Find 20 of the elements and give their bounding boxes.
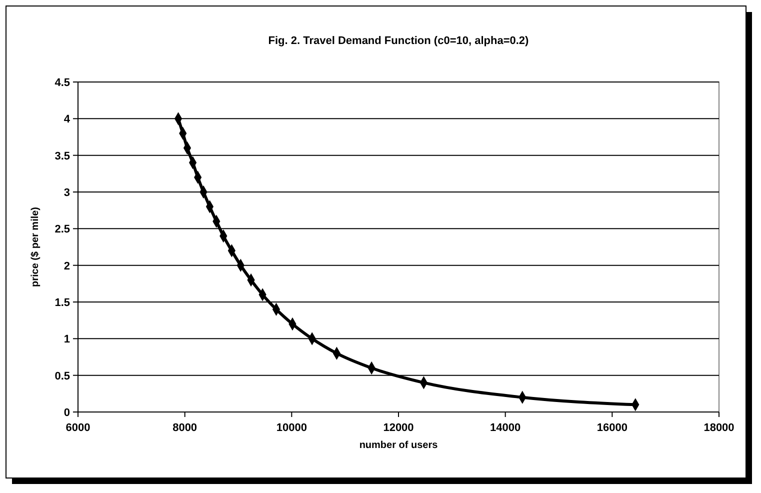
x-tick-label: 8000 — [172, 422, 198, 434]
x-tick-label: 14000 — [490, 422, 521, 434]
y-tick-label: 3.5 — [54, 150, 70, 162]
y-axis-title: price ($ per mile) — [30, 206, 41, 288]
x-tick-label: 18000 — [704, 422, 734, 434]
x-tick-label: 16000 — [596, 422, 628, 434]
y-tick-label: 1 — [64, 334, 70, 346]
y-tick-label: 1.5 — [54, 297, 70, 309]
x-tick-label: 6000 — [66, 422, 90, 434]
y-tick-label: 4 — [64, 114, 71, 126]
y-tick-label: 0.5 — [54, 370, 70, 382]
x-tick-label: 12000 — [383, 422, 414, 434]
x-tick-label: 10000 — [276, 422, 307, 434]
chart-title: Fig. 2. Travel Demand Function (c0=10, alpha=0.2) — [268, 35, 530, 47]
y-tick-label: 3 — [64, 187, 70, 199]
y-tick-label: 0 — [64, 407, 70, 419]
y-tick-label: 4.5 — [54, 77, 70, 89]
y-tick-label: 2 — [64, 260, 70, 272]
x-axis-title: number of users — [359, 440, 438, 451]
y-tick-label: 2.5 — [54, 224, 70, 236]
